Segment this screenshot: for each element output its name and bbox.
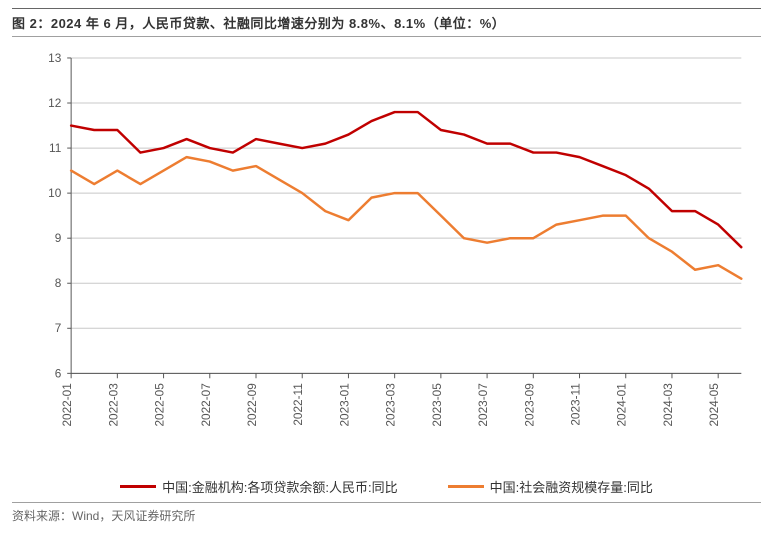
legend-item-1: 中国:社会融资规模存量:同比 xyxy=(448,477,653,496)
x-tick-label: 2024-01 xyxy=(615,383,629,426)
x-tick-label: 2023-01 xyxy=(337,383,351,426)
series-line-1 xyxy=(71,157,741,279)
x-tick-label: 2022-03 xyxy=(106,383,120,427)
legend-label: 中国:社会融资规模存量:同比 xyxy=(490,477,653,496)
x-tick-label: 2024-05 xyxy=(707,383,721,427)
line-chart-svg: 6 7 8 9 10 11 12 13 2022-01 2022-03 2022-05 2022-07… xyxy=(12,45,761,475)
y-tick-label: 13 xyxy=(48,51,62,65)
y-tick-label: 12 xyxy=(48,96,61,110)
legend-swatch xyxy=(448,485,484,488)
figure-container: 图 2：2024 年 6 月，人民币贷款、社融同比增速分别为 8.8%、8.1%… xyxy=(0,0,773,549)
y-tick-label: 9 xyxy=(55,231,62,245)
y-tick-label: 11 xyxy=(49,141,61,155)
y-tick-label: 10 xyxy=(48,186,62,200)
x-tick-label: 2022-07 xyxy=(199,383,213,426)
x-tick-label: 2022-05 xyxy=(153,383,167,427)
chart-area: 6 7 8 9 10 11 12 13 2022-01 2022-03 2022-05 2022-07… xyxy=(12,45,761,475)
x-tick-label: 2023-05 xyxy=(430,383,444,427)
series-line-0 xyxy=(71,112,741,247)
x-tick-label: 2023-03 xyxy=(384,383,398,427)
x-tick-label: 2023-09 xyxy=(522,383,536,427)
x-tick-label: 2023-11 xyxy=(569,383,583,425)
x-tick-label: 2022-11 xyxy=(291,383,305,425)
y-tick-label: 8 xyxy=(55,276,62,290)
x-tick-label: 2024-03 xyxy=(661,383,675,427)
source-text: 资料来源：Wind，天风证券研究所 xyxy=(12,507,761,524)
x-tick-label: 2022-09 xyxy=(245,383,259,427)
title-bar: 图 2：2024 年 6 月，人民币贷款、社融同比增速分别为 8.8%、8.1%… xyxy=(12,8,761,37)
legend-label: 中国:金融机构:各项贷款余额:人民币:同比 xyxy=(162,477,397,496)
x-tick-label: 2022-01 xyxy=(60,383,74,426)
chart-legend: 中国:金融机构:各项贷款余额:人民币:同比 中国:社会融资规模存量:同比 xyxy=(12,477,761,496)
source-bar: 资料来源：Wind，天风证券研究所 xyxy=(12,502,761,524)
chart-title: 图 2：2024 年 6 月，人民币贷款、社融同比增速分别为 8.8%、8.1%… xyxy=(12,13,761,32)
y-tick-label: 6 xyxy=(55,366,62,380)
x-tick-label: 2023-07 xyxy=(476,383,490,426)
legend-item-0: 中国:金融机构:各项贷款余额:人民币:同比 xyxy=(120,477,397,496)
y-tick-label: 7 xyxy=(55,321,62,335)
legend-swatch xyxy=(120,485,156,488)
